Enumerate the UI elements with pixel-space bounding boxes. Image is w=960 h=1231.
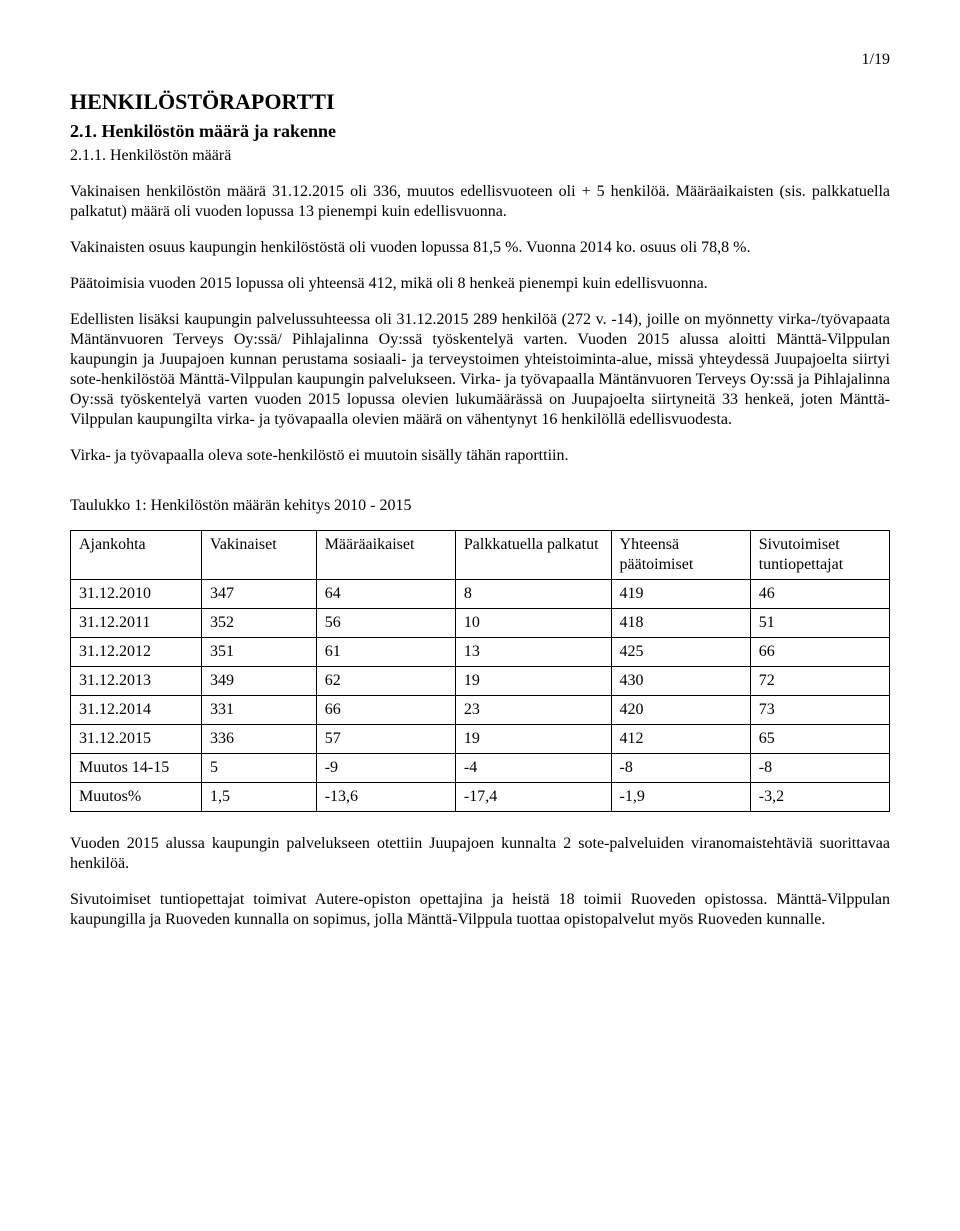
table-cell: 425	[611, 638, 750, 667]
table-cell: -13,6	[316, 783, 455, 812]
table-cell: 10	[455, 609, 611, 638]
table-cell: -17,4	[455, 783, 611, 812]
table-cell: 56	[316, 609, 455, 638]
table-header-cell: Vakinaiset	[202, 531, 317, 580]
doc-title: HENKILÖSTÖRAPORTTI	[70, 88, 890, 116]
table-cell: 336	[202, 725, 317, 754]
table-cell: Muutos%	[71, 783, 202, 812]
table-cell: 31.12.2014	[71, 696, 202, 725]
paragraph: Päätoimisia vuoden 2015 lopussa oli yhte…	[70, 274, 890, 294]
table-row: Muutos%1,5-13,6-17,4-1,9-3,2	[71, 783, 890, 812]
table-cell: 13	[455, 638, 611, 667]
table-cell: 46	[750, 580, 889, 609]
table-cell: 31.12.2012	[71, 638, 202, 667]
table-row: Muutos 14-155-9-4-8-8	[71, 754, 890, 783]
table-cell: 31.12.2015	[71, 725, 202, 754]
section-heading: 2.1. Henkilöstön määrä ja rakenne	[70, 120, 890, 143]
table-cell: 31.12.2013	[71, 667, 202, 696]
table-cell: 430	[611, 667, 750, 696]
table-cell: 19	[455, 667, 611, 696]
table-cell: -8	[750, 754, 889, 783]
table-header-row: Ajankohta Vakinaiset Määräaikaiset Palkk…	[71, 531, 890, 580]
paragraph: Edellisten lisäksi kaupungin palvelussuh…	[70, 310, 890, 430]
table-row: 31.12.2013349621943072	[71, 667, 890, 696]
table-cell: -8	[611, 754, 750, 783]
table-cell: 19	[455, 725, 611, 754]
paragraph: Vakinaisten osuus kaupungin henkilöstöst…	[70, 238, 890, 258]
table-cell: 61	[316, 638, 455, 667]
table-cell: 420	[611, 696, 750, 725]
table-cell: 51	[750, 609, 889, 638]
table-header-cell: Määräaikaiset	[316, 531, 455, 580]
table-cell: 8	[455, 580, 611, 609]
table-cell: -3,2	[750, 783, 889, 812]
table-cell: -4	[455, 754, 611, 783]
table-cell: 347	[202, 580, 317, 609]
paragraph: Sivutoimiset tuntiopettajat toimivat Aut…	[70, 890, 890, 930]
table-row: 31.12.2012351611342566	[71, 638, 890, 667]
table-row: 31.12.2011352561041851	[71, 609, 890, 638]
table-cell: 57	[316, 725, 455, 754]
paragraph: Virka- ja työvapaalla oleva sote-henkilö…	[70, 446, 890, 466]
table-header-cell: Ajankohta	[71, 531, 202, 580]
table-cell: 31.12.2011	[71, 609, 202, 638]
personnel-table: Ajankohta Vakinaiset Määräaikaiset Palkk…	[70, 530, 890, 812]
table-cell: 73	[750, 696, 889, 725]
table-row: 31.12.201034764841946	[71, 580, 890, 609]
table-cell: 64	[316, 580, 455, 609]
table-caption: Taulukko 1: Henkilöstön määrän kehitys 2…	[70, 496, 890, 516]
table-cell: 62	[316, 667, 455, 696]
table-row: 31.12.2015336571941265	[71, 725, 890, 754]
table-cell: 349	[202, 667, 317, 696]
table-header-cell: Palkkatuella palkatut	[455, 531, 611, 580]
table-row: 31.12.2014331662342073	[71, 696, 890, 725]
table-cell: -9	[316, 754, 455, 783]
paragraph: Vuoden 2015 alussa kaupungin palveluksee…	[70, 834, 890, 874]
table-cell: 66	[316, 696, 455, 725]
table-cell: -1,9	[611, 783, 750, 812]
table-cell: 66	[750, 638, 889, 667]
paragraph: Vakinaisen henkilöstön määrä 31.12.2015 …	[70, 182, 890, 222]
table-cell: 331	[202, 696, 317, 725]
subsection-heading: 2.1.1. Henkilöstön määrä	[70, 146, 890, 166]
table-cell: 1,5	[202, 783, 317, 812]
page-number: 1/19	[70, 50, 890, 70]
table-cell: 419	[611, 580, 750, 609]
table-cell: 351	[202, 638, 317, 667]
table-cell: Muutos 14-15	[71, 754, 202, 783]
table-cell: 418	[611, 609, 750, 638]
table-cell: 72	[750, 667, 889, 696]
table-cell: 5	[202, 754, 317, 783]
table-cell: 65	[750, 725, 889, 754]
table-header-cell: Yhteensä päätoimiset	[611, 531, 750, 580]
table-cell: 31.12.2010	[71, 580, 202, 609]
table-cell: 23	[455, 696, 611, 725]
table-cell: 412	[611, 725, 750, 754]
table-cell: 352	[202, 609, 317, 638]
table-header-cell: Sivutoimiset tuntiopettajat	[750, 531, 889, 580]
